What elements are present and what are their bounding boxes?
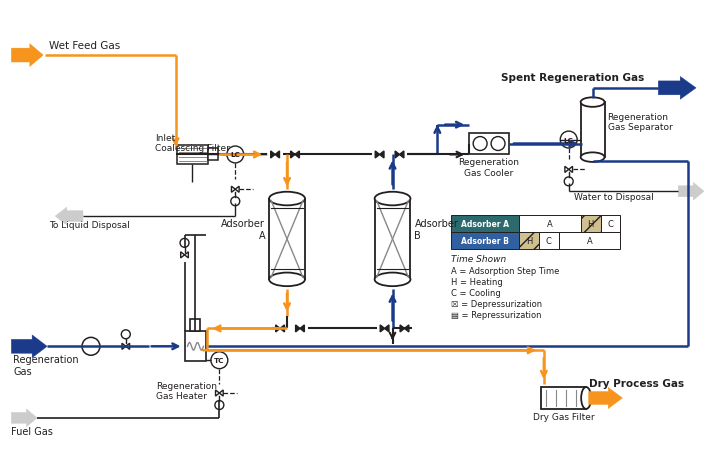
Bar — [541, 387, 586, 409]
Text: Adsorber B: Adsorber B — [461, 237, 509, 245]
Bar — [375, 199, 410, 280]
Polygon shape — [295, 325, 300, 332]
Polygon shape — [11, 335, 47, 358]
Polygon shape — [679, 183, 704, 201]
Text: Inlet
Coalescing Filter: Inlet Coalescing Filter — [155, 134, 229, 153]
Text: A: A — [587, 237, 592, 245]
Circle shape — [491, 137, 505, 151]
Text: C: C — [607, 219, 614, 229]
Circle shape — [121, 330, 130, 339]
Text: Regeneration
Gas Cooler: Regeneration Gas Cooler — [459, 158, 520, 177]
Text: Dry Gas Filter: Dry Gas Filter — [533, 412, 595, 421]
Bar — [469, 133, 509, 155]
Polygon shape — [11, 409, 37, 427]
Polygon shape — [379, 152, 384, 159]
Polygon shape — [280, 325, 285, 332]
Circle shape — [231, 197, 240, 206]
Bar — [581, 103, 604, 158]
Polygon shape — [384, 325, 389, 332]
Text: Wet Feed Gas: Wet Feed Gas — [49, 41, 120, 51]
Circle shape — [82, 338, 100, 356]
Polygon shape — [275, 152, 280, 159]
Polygon shape — [300, 325, 304, 332]
Bar — [581, 216, 600, 232]
Bar — [519, 216, 581, 232]
Ellipse shape — [581, 153, 604, 163]
Text: H: H — [525, 237, 532, 245]
Text: Water to Disposal: Water to Disposal — [574, 193, 654, 202]
Text: A: A — [547, 219, 553, 229]
Polygon shape — [659, 77, 696, 100]
Polygon shape — [271, 152, 275, 159]
Text: ▤ = Repressurization: ▤ = Repressurization — [451, 310, 542, 319]
Polygon shape — [404, 325, 409, 332]
Text: Spent Regeneration Gas: Spent Regeneration Gas — [501, 73, 644, 83]
Text: To Liquid Disposal: To Liquid Disposal — [49, 220, 130, 230]
Text: Time Shown: Time Shown — [451, 254, 506, 263]
Polygon shape — [380, 325, 384, 332]
Bar — [519, 232, 539, 250]
Ellipse shape — [269, 192, 305, 206]
Bar — [539, 232, 559, 250]
Text: Regeneration
Gas Separator: Regeneration Gas Separator — [607, 113, 672, 132]
Text: C = Cooling: C = Cooling — [451, 288, 501, 297]
Ellipse shape — [375, 192, 410, 206]
Circle shape — [560, 132, 577, 149]
Text: H = Heating: H = Heating — [451, 277, 503, 286]
Polygon shape — [375, 152, 379, 159]
Bar — [600, 216, 620, 232]
Text: H: H — [587, 219, 594, 229]
Polygon shape — [290, 152, 295, 159]
Text: A = Adsorption Step Time: A = Adsorption Step Time — [451, 266, 560, 275]
Bar — [177, 145, 209, 165]
Polygon shape — [276, 325, 280, 332]
Polygon shape — [589, 388, 622, 409]
Polygon shape — [400, 325, 404, 332]
Bar — [209, 149, 219, 161]
Bar — [451, 232, 519, 250]
Text: ☒ = Depressurization: ☒ = Depressurization — [451, 299, 543, 308]
Polygon shape — [11, 44, 43, 67]
Circle shape — [227, 147, 244, 163]
Text: TC: TC — [214, 357, 224, 363]
Bar — [191, 320, 201, 332]
Ellipse shape — [269, 273, 305, 287]
Bar — [559, 232, 620, 250]
Text: Fuel Gas: Fuel Gas — [11, 426, 53, 436]
Ellipse shape — [581, 98, 604, 107]
Text: C: C — [546, 237, 552, 245]
Text: Regeneration
Gas Heater: Regeneration Gas Heater — [156, 381, 216, 400]
Circle shape — [473, 137, 487, 151]
Bar — [184, 332, 206, 362]
Bar — [269, 199, 305, 280]
Polygon shape — [295, 152, 299, 159]
Circle shape — [215, 400, 224, 410]
Text: Regeneration
Gas: Regeneration Gas — [14, 355, 79, 376]
Ellipse shape — [375, 273, 410, 287]
Circle shape — [564, 177, 573, 187]
Polygon shape — [399, 152, 404, 159]
Ellipse shape — [581, 387, 591, 409]
Text: Adsorber
B: Adsorber B — [414, 219, 459, 240]
Text: Adsorber A: Adsorber A — [461, 219, 509, 229]
Bar — [451, 216, 519, 232]
Polygon shape — [55, 208, 83, 225]
Text: LC: LC — [231, 152, 240, 158]
Polygon shape — [395, 152, 399, 159]
Text: Dry Process Gas: Dry Process Gas — [589, 378, 684, 388]
Circle shape — [211, 352, 228, 369]
Text: Adsorber
A: Adsorber A — [221, 219, 265, 240]
Text: LC: LC — [564, 137, 574, 143]
Circle shape — [180, 239, 189, 248]
